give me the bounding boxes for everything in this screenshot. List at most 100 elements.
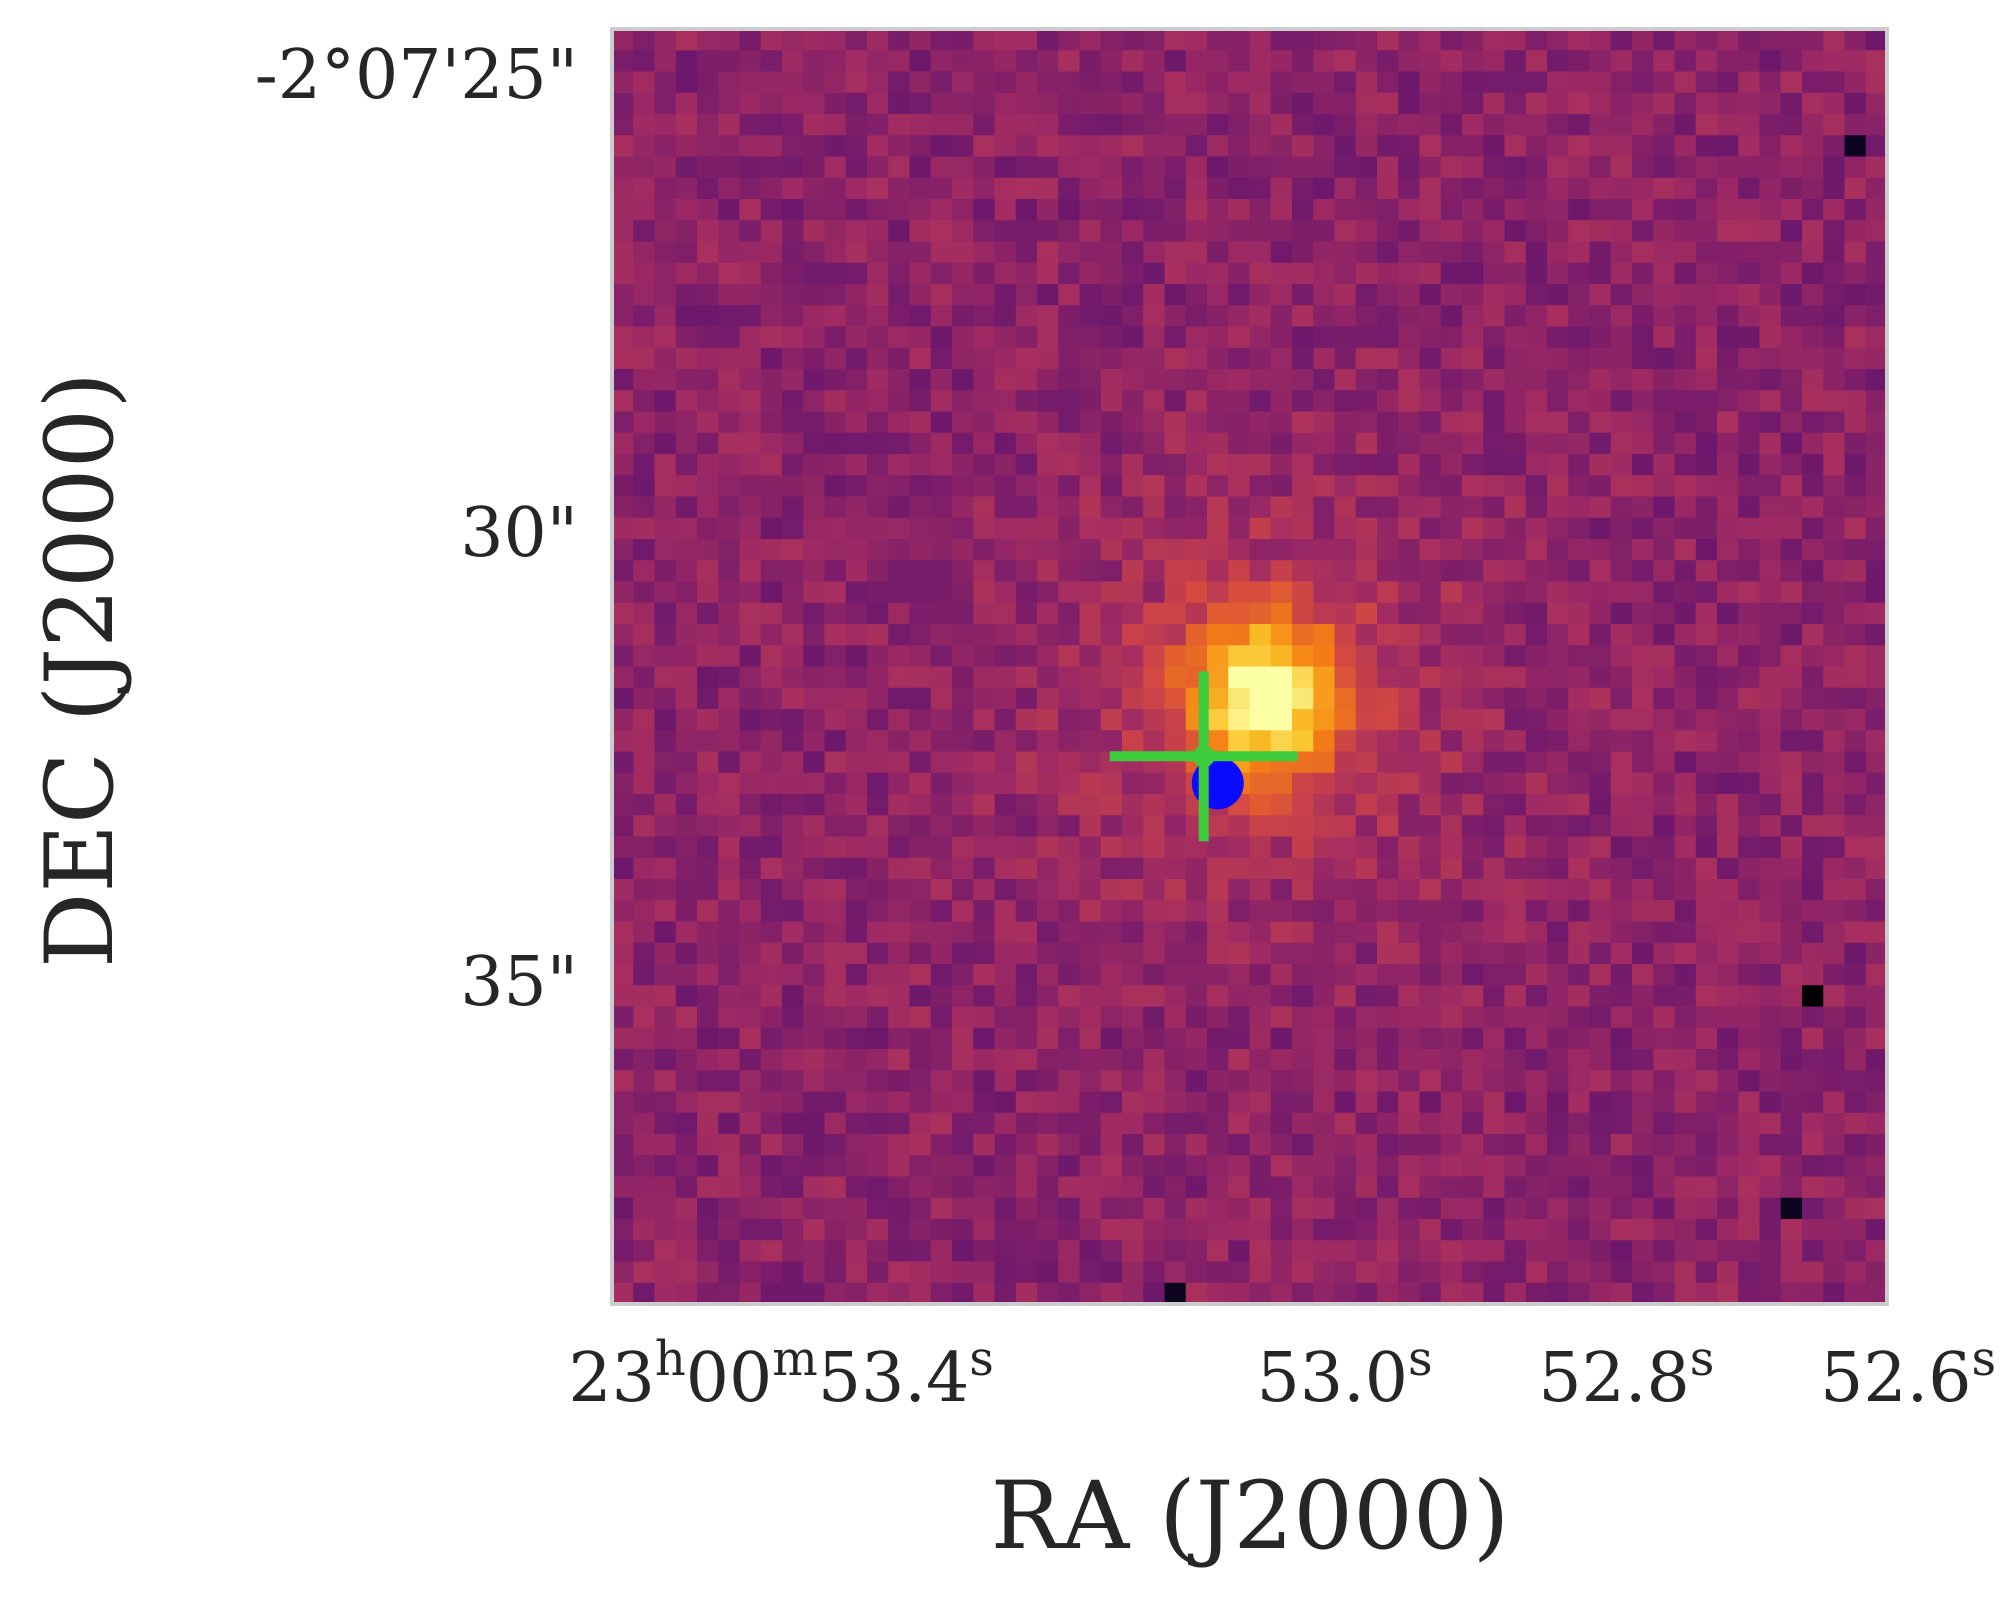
heatmap-pixel [739, 1091, 762, 1114]
heatmap-pixel [1313, 347, 1336, 370]
heatmap-pixel [1164, 411, 1187, 434]
heatmap-pixel [1844, 964, 1867, 986]
heatmap-pixel [1865, 539, 1888, 561]
heatmap-pixel [1334, 1240, 1357, 1263]
heatmap-pixel [1164, 942, 1187, 965]
heatmap-pixel [1185, 581, 1208, 604]
heatmap-pixel [1292, 71, 1314, 94]
heatmap-pixel [1674, 411, 1697, 434]
heatmap-pixel [612, 985, 634, 1008]
heatmap-pixel [1015, 411, 1038, 434]
heatmap-pixel [1313, 1027, 1336, 1050]
heatmap-pixel [909, 326, 932, 349]
heatmap-pixel [1058, 836, 1081, 859]
heatmap-pixel [1377, 1282, 1399, 1305]
heatmap-pixel [973, 857, 996, 880]
heatmap-pixel [1185, 475, 1208, 498]
heatmap-pixel [1525, 985, 1548, 1008]
heatmap-pixel [973, 900, 996, 923]
heatmap-pixel [1143, 411, 1166, 434]
heatmap-pixel [612, 645, 634, 668]
heatmap-pixel [1270, 50, 1293, 73]
heatmap-pixel [675, 284, 698, 306]
heatmap-pixel [654, 1261, 677, 1284]
heatmap-pixel [1185, 857, 1208, 880]
heatmap-pixel [1759, 326, 1782, 349]
heatmap-pixel [930, 602, 953, 625]
heatmap-pixel [1589, 1134, 1612, 1156]
heatmap-pixel [1525, 1282, 1548, 1305]
heatmap-pixel [697, 1219, 719, 1241]
heatmap-pixel [1547, 411, 1569, 434]
heatmap-pixel [1015, 432, 1038, 455]
heatmap-pixel [654, 92, 677, 115]
heatmap-pixel [1525, 1070, 1548, 1093]
heatmap-pixel [1780, 432, 1803, 455]
heatmap-pixel [867, 1027, 889, 1050]
heatmap-pixel [1398, 730, 1421, 753]
heatmap-pixel [1334, 942, 1357, 965]
heatmap-pixel [782, 517, 804, 540]
heatmap-pixel [1270, 921, 1293, 944]
heatmap-pixel [1334, 581, 1357, 604]
heatmap-pixel [1355, 496, 1378, 519]
heatmap-pixel [930, 985, 953, 1008]
heatmap-pixel [824, 772, 847, 795]
heatmap-pixel [1525, 624, 1548, 646]
heatmap-pixel [1653, 687, 1676, 710]
heatmap-pixel [739, 666, 762, 689]
heatmap-pixel [1164, 454, 1187, 476]
heatmap-pixel [1100, 560, 1123, 583]
heatmap-pixel [867, 114, 889, 136]
heatmap-pixel [994, 879, 1017, 901]
heatmap-pixel [612, 815, 634, 838]
heatmap-pixel [782, 305, 804, 328]
heatmap-pixel [1525, 1240, 1548, 1263]
heatmap-pixel [1355, 369, 1378, 391]
heatmap-pixel [1440, 602, 1463, 625]
heatmap-pixel [824, 1155, 847, 1178]
heatmap-pixel [1823, 220, 1846, 243]
heatmap-pixel [1207, 177, 1229, 200]
heatmap-pixel [1122, 241, 1144, 264]
heatmap-pixel [888, 730, 911, 753]
heatmap-pixel [867, 1155, 889, 1178]
heatmap-pixel [930, 432, 953, 455]
heatmap-pixel [1653, 751, 1676, 774]
heatmap-pixel [952, 1027, 974, 1050]
heatmap-pixel [1759, 454, 1782, 476]
heatmap-pixel [1547, 1006, 1569, 1029]
heatmap-pixel [1865, 985, 1888, 1008]
heatmap-pixel [1780, 347, 1803, 370]
heatmap-pixel [1164, 326, 1187, 349]
heatmap-pixel [888, 857, 911, 880]
heatmap-pixel [782, 496, 804, 519]
heatmap-pixel [1823, 305, 1846, 328]
heatmap-pixel [1079, 305, 1102, 328]
heatmap-pixel [909, 1134, 932, 1156]
heatmap-pixel [1695, 942, 1718, 965]
heatmap-pixel [654, 284, 677, 306]
heatmap-pixel [1823, 262, 1846, 285]
heatmap-pixel [1717, 262, 1739, 285]
heatmap-pixel [697, 496, 719, 519]
heatmap-pixel [633, 114, 656, 136]
heatmap-pixel [1377, 114, 1399, 136]
heatmap-pixel [952, 1070, 974, 1093]
heatmap-pixel [1270, 1091, 1293, 1114]
heatmap-pixel [888, 1261, 911, 1284]
heatmap-pixel [803, 581, 826, 604]
heatmap-pixel [1292, 135, 1314, 158]
heatmap-pixel [739, 794, 762, 816]
heatmap-pixel [633, 985, 656, 1008]
heatmap-pixel [1589, 475, 1612, 498]
heatmap-pixel [930, 114, 953, 136]
heatmap-pixel [1079, 390, 1102, 413]
heatmap-pixel [1228, 709, 1251, 731]
heatmap-pixel [1759, 496, 1782, 519]
heatmap-pixel [739, 475, 762, 498]
heatmap-pixel [973, 326, 996, 349]
heatmap-pixel [1419, 836, 1442, 859]
heatmap-pixel [1780, 687, 1803, 710]
heatmap-pixel [1207, 1240, 1229, 1263]
